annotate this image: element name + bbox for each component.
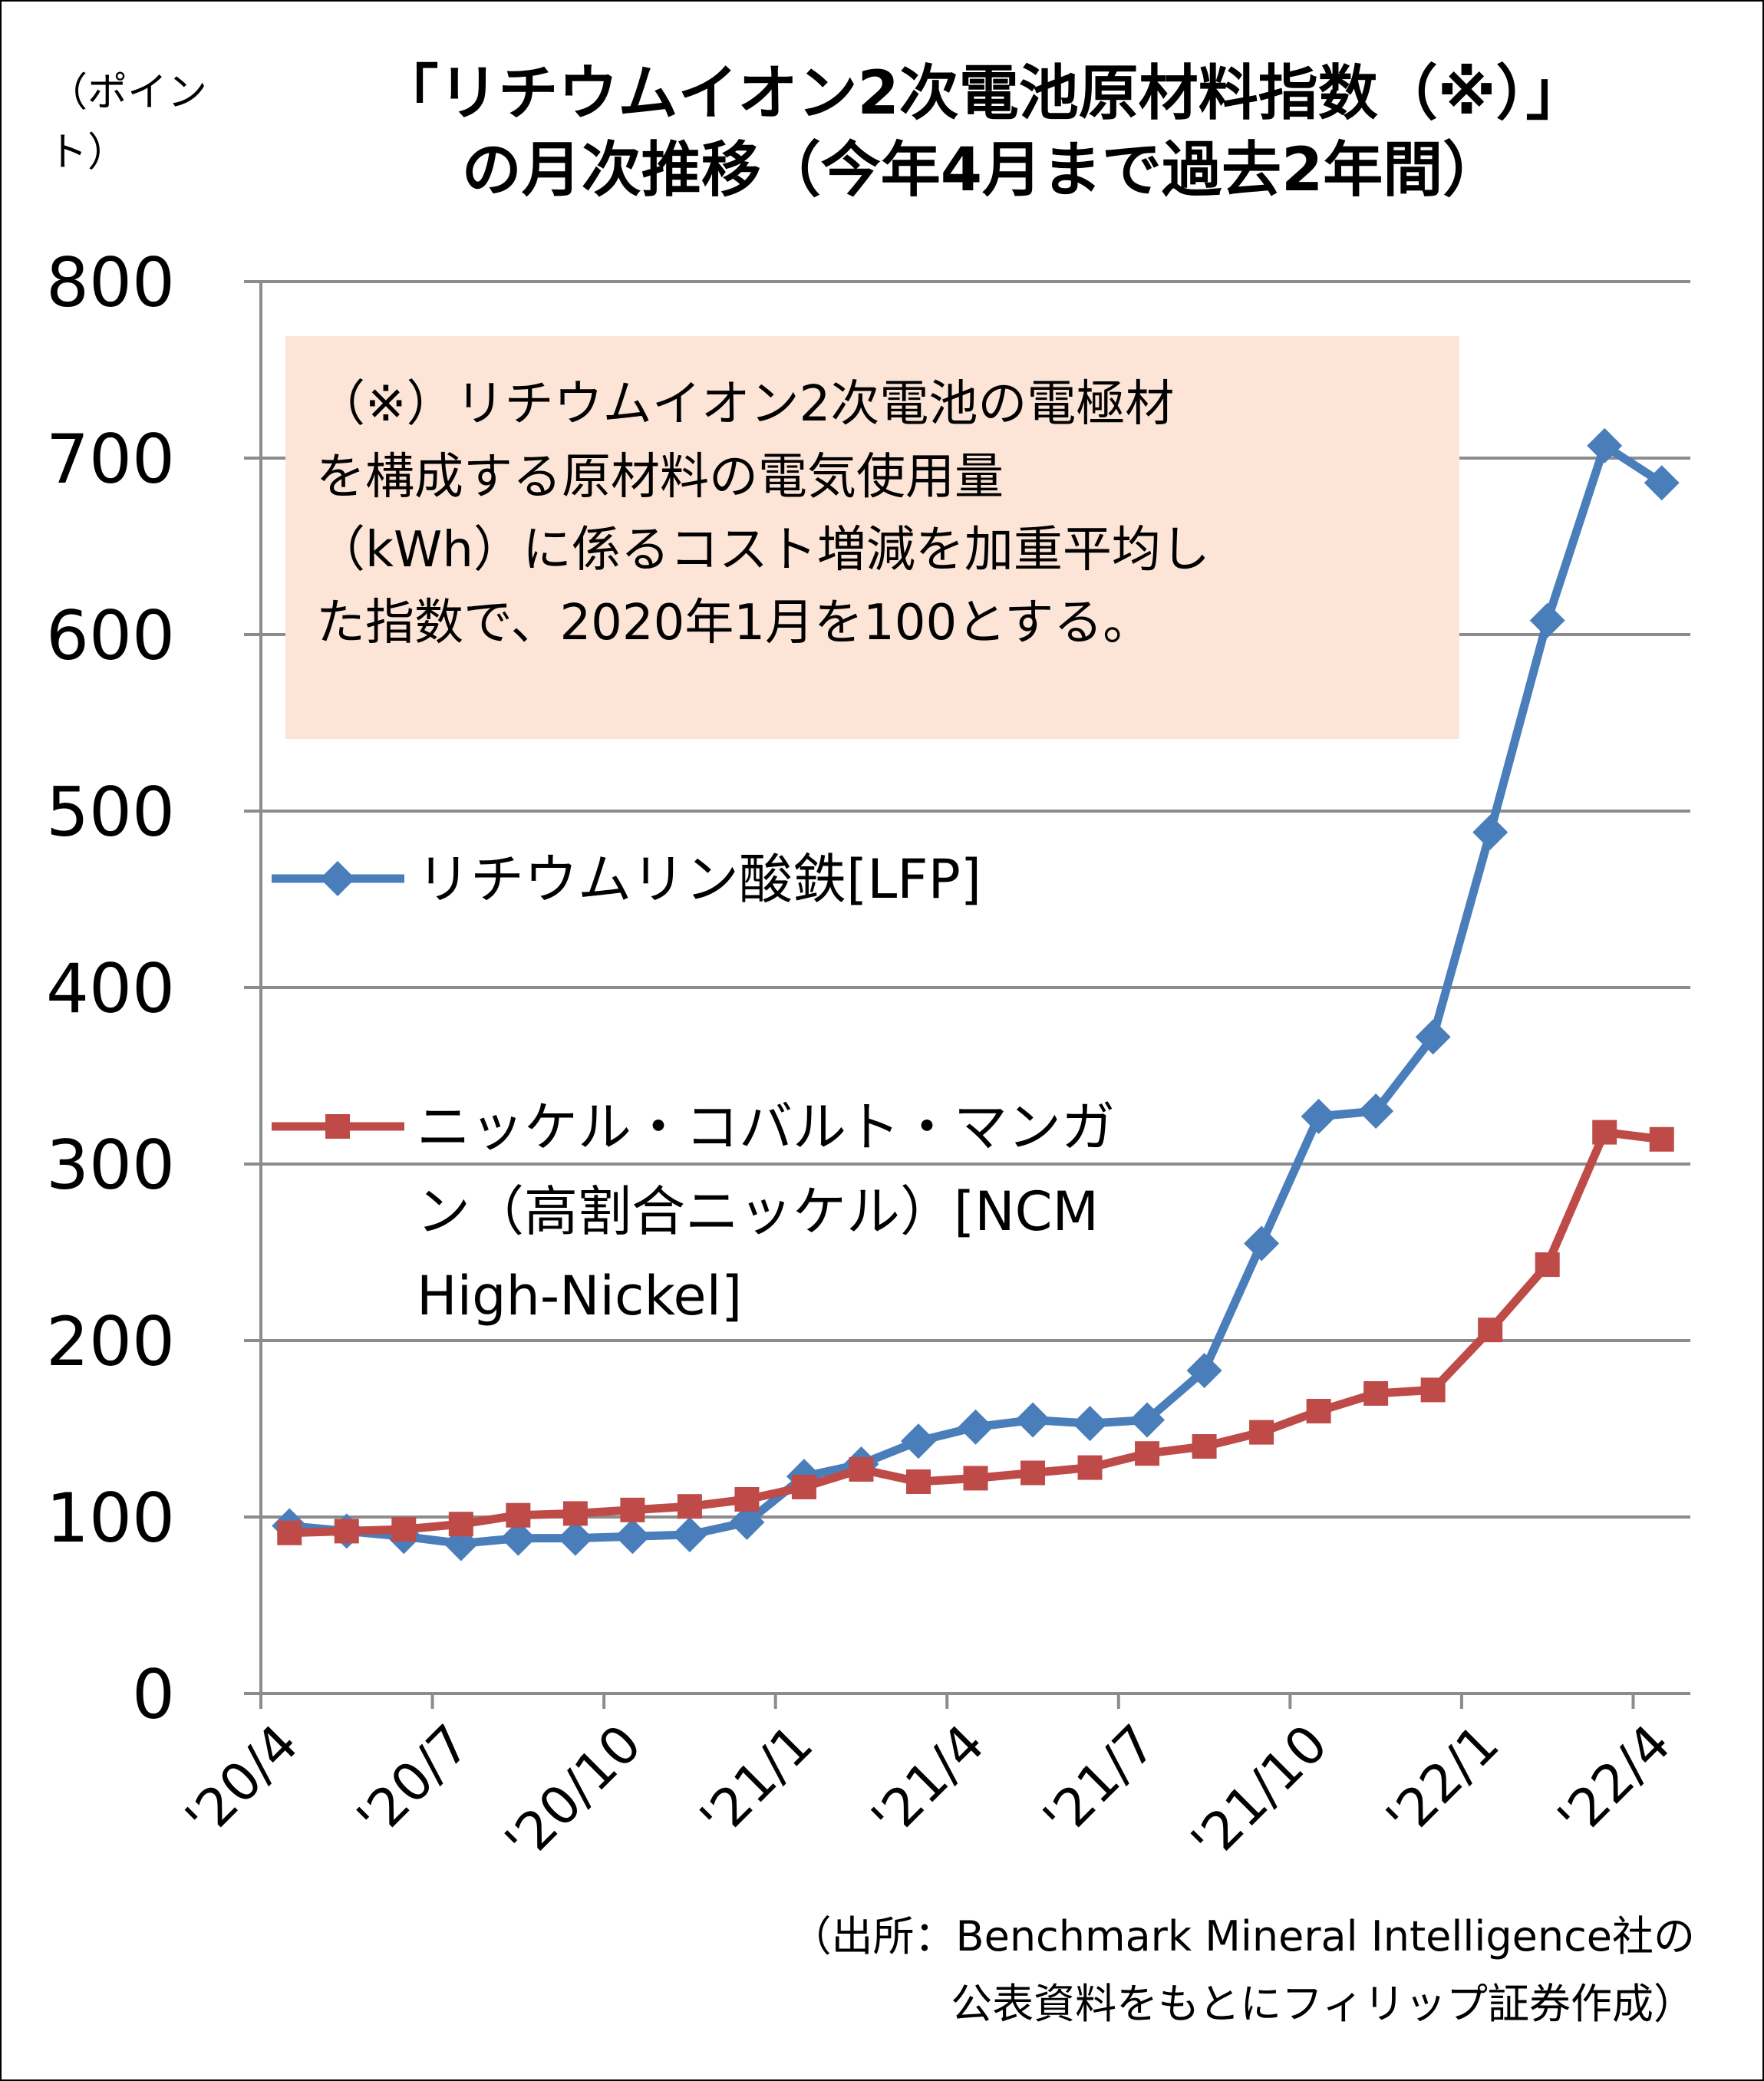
data-point (1192, 1434, 1217, 1459)
x-tick-label: '22/1 (1375, 1713, 1511, 1849)
data-point (677, 1494, 702, 1519)
y-tick-label: 500 (46, 773, 175, 852)
x-tick-label: '21/10 (1180, 1713, 1340, 1873)
data-point (500, 1520, 536, 1556)
x-tick-label: '20/10 (494, 1713, 654, 1873)
data-point (1135, 1441, 1160, 1466)
data-point (734, 1487, 760, 1512)
data-point (1015, 1402, 1051, 1438)
x-tick-label: '21/4 (860, 1713, 996, 1849)
data-point (615, 1519, 651, 1555)
data-point (334, 1519, 359, 1544)
source-note: （出所：Benchmark Mineral Intelligence社の 公表資… (790, 1903, 1695, 2038)
data-point (963, 1466, 988, 1491)
data-point (1472, 814, 1508, 850)
data-point (1644, 465, 1680, 501)
data-point (1249, 1420, 1274, 1445)
data-point (905, 1469, 931, 1494)
y-axis-unit: （ポイン ト） (48, 63, 247, 183)
note-line-4: た指数で、2020年1月を100とする。 (316, 595, 1152, 651)
data-point (1415, 1019, 1451, 1055)
data-point (1649, 1126, 1674, 1152)
data-point (1077, 1455, 1103, 1480)
data-point (1306, 1399, 1331, 1423)
data-point (557, 1520, 593, 1556)
data-point (1129, 1402, 1166, 1438)
data-point (1535, 1252, 1560, 1278)
x-tick-label: '21/7 (1032, 1713, 1168, 1849)
data-point (620, 1497, 645, 1522)
axes (259, 282, 1690, 1709)
data-point (1301, 1098, 1337, 1134)
chart-title-line-1: 「リチウムイオン2次電池原材料指数（※）」 (378, 59, 1586, 128)
y-axis-unit-line-2: ト） (48, 130, 128, 176)
data-point (1529, 602, 1565, 638)
series-2 (277, 1120, 1674, 1545)
legend-label: High-Nickel] (417, 1265, 742, 1327)
legend-marker (325, 1114, 350, 1139)
data-point (1186, 1353, 1222, 1389)
data-point (791, 1474, 816, 1499)
data-point (1244, 1225, 1280, 1261)
data-point (506, 1502, 531, 1528)
note-line-2: を構成する原材料の電気使用量 (316, 449, 1004, 506)
legend-label: ニッケル・コバルト・マンガ (417, 1096, 1115, 1159)
annotation-note: （※）リチウムイオン2次電池の電極材 を構成する原材料の電気使用量 （kWh）に… (285, 336, 1459, 739)
data-point (562, 1501, 588, 1526)
source-line-1: （出所：Benchmark Mineral Intelligence社の (790, 1912, 1695, 1961)
x-tick-label: '20/4 (174, 1713, 310, 1849)
data-point (1592, 1120, 1617, 1145)
y-tick-label: 600 (46, 596, 175, 675)
data-point (671, 1517, 707, 1552)
data-point (958, 1409, 994, 1445)
x-tick-labels: '20/4 '20/7'20/10 '21/1 '21/4 '21/7'21/10 '22… (174, 1713, 1683, 1873)
legend-label: ン（高割合ニッケル）[NCM (417, 1180, 1099, 1243)
x-tick-label: '21/1 (689, 1713, 825, 1849)
data-point (1020, 1460, 1046, 1486)
y-tick-label: 800 (46, 243, 175, 322)
data-point (1587, 427, 1623, 463)
data-point (1478, 1318, 1503, 1343)
note-line-3: （kWh）に係るコスト増減を加重平均し (316, 522, 1210, 579)
series-lines (272, 427, 1680, 1562)
y-axis-unit-line-1: （ポイン (48, 70, 208, 116)
y-tick-label: 0 (132, 1655, 175, 1734)
data-point (729, 1504, 765, 1540)
chart-title: 「リチウムイオン2次電池原材料指数（※）」 の月次推移（今年4月まで過去2年間） (253, 55, 1711, 209)
y-tick-label: 700 (46, 420, 175, 499)
data-point (448, 1512, 473, 1537)
legend-label: リチウムリン酸鉄[LFP] (417, 848, 981, 911)
source-line-2: 公表資料をもとにフィリップ証券作成） (951, 1980, 1695, 2028)
data-point (849, 1456, 874, 1482)
data-point (900, 1423, 936, 1459)
x-tick-label: '20/7 (346, 1713, 482, 1849)
data-point (1072, 1406, 1108, 1442)
y-tick-labels: 0 100 200 300 400 500 600 700 800 (46, 243, 175, 1734)
data-point (277, 1520, 302, 1545)
y-tick-label: 400 (46, 949, 175, 1028)
legend: リチウムリン酸鉄[LFP] ニッケル・コバルト・マンガン（高割合ニッケル）[NCM… (272, 848, 1115, 1327)
data-point (1420, 1377, 1446, 1403)
data-point (1358, 1093, 1394, 1129)
y-tick-label: 200 (46, 1302, 175, 1381)
data-point (391, 1517, 417, 1542)
y-tick-label: 100 (46, 1479, 175, 1558)
y-tick-label: 300 (46, 1126, 175, 1205)
note-line-1: （※）リチウムイオン2次電池の電極材 (316, 376, 1175, 433)
x-tick-label: '22/4 (1547, 1713, 1683, 1849)
chart-title-line-2: の月次推移（今年4月まで過去2年間） (461, 136, 1503, 205)
legend-marker (320, 861, 355, 896)
data-point (1363, 1381, 1389, 1406)
